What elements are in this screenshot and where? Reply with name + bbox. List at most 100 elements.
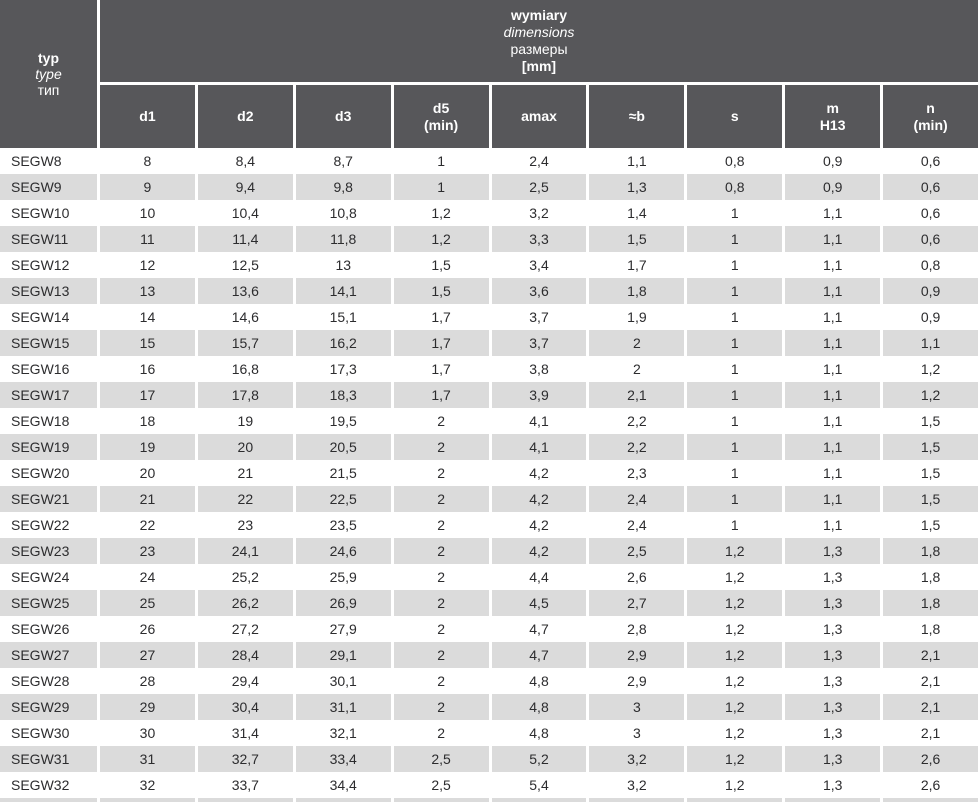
- value-cell: 26: [100, 616, 195, 642]
- value-cell: [295, 798, 391, 802]
- value-cell: 5,2: [491, 746, 587, 772]
- value-cell: 33,4: [295, 746, 391, 772]
- value-cell: 13: [295, 252, 391, 278]
- value-cell: 10: [100, 200, 195, 226]
- row-type-label: SEGW31: [0, 746, 97, 772]
- value-cell: 1: [687, 278, 783, 304]
- value-cell: 5,4: [491, 772, 587, 798]
- value-cell: 3,6: [491, 278, 587, 304]
- value-cell: 1,5: [589, 226, 685, 252]
- value-cell: 1: [393, 148, 489, 174]
- value-cell: 4,5: [491, 590, 587, 616]
- value-cell: 27,9: [295, 616, 391, 642]
- value-cell: 14,1: [295, 278, 391, 304]
- table-row: SEGW26 26 27,2 27,9 2 4,7 2,8 1,2 1,3 1,8: [0, 616, 978, 642]
- table-body: SEGW8 8 8,4 8,7 1 2,4 1,1 0,8 0,9 0,6 SEGW9 9 9,4 9,8…: [0, 148, 978, 802]
- value-cell: 1,5: [883, 434, 978, 460]
- row-type-label: SEGW32: [0, 772, 97, 798]
- value-cell: 2,7: [589, 590, 685, 616]
- value-cell: 27: [100, 642, 195, 668]
- value-cell: 1,1: [785, 486, 881, 512]
- value-cell: 1,3: [785, 668, 881, 694]
- value-cell: 1: [687, 408, 783, 434]
- col-header-amax: amax: [491, 85, 587, 148]
- value-cell: 2,3: [589, 460, 685, 486]
- value-cell: 29,1: [295, 642, 391, 668]
- value-cell: 14,6: [197, 304, 293, 330]
- corner-line-pl: typ: [38, 50, 59, 66]
- table-row: SEGW12 12 12,5 13 1,5 3,4 1,7 1 1,1 0,8: [0, 252, 978, 278]
- value-cell: 8: [100, 148, 195, 174]
- value-cell: 11,8: [295, 226, 391, 252]
- value-cell: 1,5: [393, 278, 489, 304]
- value-cell: 2,4: [491, 148, 587, 174]
- group-line-ru: размеры: [510, 41, 568, 57]
- value-cell: 32,1: [295, 720, 391, 746]
- value-cell: 13: [100, 278, 195, 304]
- col-header-m: m H13: [785, 85, 881, 148]
- table-header: typ type тип wymiary dimensions размеры …: [0, 0, 978, 148]
- value-cell: 2: [589, 356, 685, 382]
- value-cell: 2: [393, 590, 489, 616]
- value-cell: 0,9: [785, 148, 881, 174]
- row-type-label: SEGW18: [0, 408, 97, 434]
- value-cell: 31,4: [197, 720, 293, 746]
- value-cell: 16,2: [295, 330, 391, 356]
- value-cell: 3,8: [491, 356, 587, 382]
- row-type-label: SEGW26: [0, 616, 97, 642]
- col-header-d3: d3: [295, 85, 391, 148]
- value-cell: 34,4: [295, 772, 391, 798]
- table-row: SEGW10 10 10,4 10,8 1,2 3,2 1,4 1 1,1 0,6: [0, 200, 978, 226]
- table-row: SEGW19 19 20 20,5 2 4,1 2,2 1 1,1 1,5: [0, 434, 978, 460]
- value-cell: 1,1: [589, 148, 685, 174]
- value-cell: 17,8: [197, 382, 293, 408]
- value-cell: 19: [197, 408, 293, 434]
- col-header-d2: d2: [197, 85, 293, 148]
- value-cell: 1,3: [785, 720, 881, 746]
- value-cell: 1,2: [687, 668, 783, 694]
- value-cell: 1,2: [687, 642, 783, 668]
- value-cell: 23,5: [295, 512, 391, 538]
- value-cell: 4,2: [491, 538, 587, 564]
- value-cell: 1: [687, 200, 783, 226]
- value-cell: 1,1: [785, 434, 881, 460]
- value-cell: 2,5: [393, 772, 489, 798]
- value-cell: 3,3: [491, 226, 587, 252]
- value-cell: 2: [393, 460, 489, 486]
- value-cell: 1: [687, 226, 783, 252]
- value-cell: 32,7: [197, 746, 293, 772]
- table-row: SEGW15 15 15,7 16,2 1,7 3,7 2 1 1,1 1,1: [0, 330, 978, 356]
- value-cell: 19,5: [295, 408, 391, 434]
- value-cell: [883, 798, 978, 802]
- value-cell: 3: [589, 720, 685, 746]
- value-cell: 25,9: [295, 564, 391, 590]
- col-header-sub: H13: [819, 116, 846, 133]
- value-cell: 12,5: [197, 252, 293, 278]
- value-cell: 1,3: [785, 746, 881, 772]
- value-cell: 1,2: [393, 200, 489, 226]
- value-cell: 2: [393, 434, 489, 460]
- value-cell: 0,9: [883, 278, 978, 304]
- value-cell: 1,2: [687, 746, 783, 772]
- value-cell: 1,2: [883, 356, 978, 382]
- value-cell: 27,2: [197, 616, 293, 642]
- value-cell: 1,2: [687, 720, 783, 746]
- value-cell: 9: [100, 174, 195, 200]
- value-cell: 13,6: [197, 278, 293, 304]
- value-cell: 1,4: [589, 200, 685, 226]
- value-cell: 4,8: [491, 720, 587, 746]
- value-cell: [491, 798, 587, 802]
- value-cell: 2,9: [589, 642, 685, 668]
- row-type-label: SEGW28: [0, 668, 97, 694]
- value-cell: 1,7: [393, 382, 489, 408]
- value-cell: 28,4: [197, 642, 293, 668]
- value-cell: 11: [100, 226, 195, 252]
- col-header-label: d3: [335, 108, 352, 124]
- value-cell: 21: [100, 486, 195, 512]
- value-cell: 1: [687, 512, 783, 538]
- value-cell: 2,5: [393, 746, 489, 772]
- table-row: SEGW22 22 23 23,5 2 4,2 2,4 1 1,1 1,5: [0, 512, 978, 538]
- row-type-label: SEGW8: [0, 148, 97, 174]
- value-cell: [0, 798, 97, 802]
